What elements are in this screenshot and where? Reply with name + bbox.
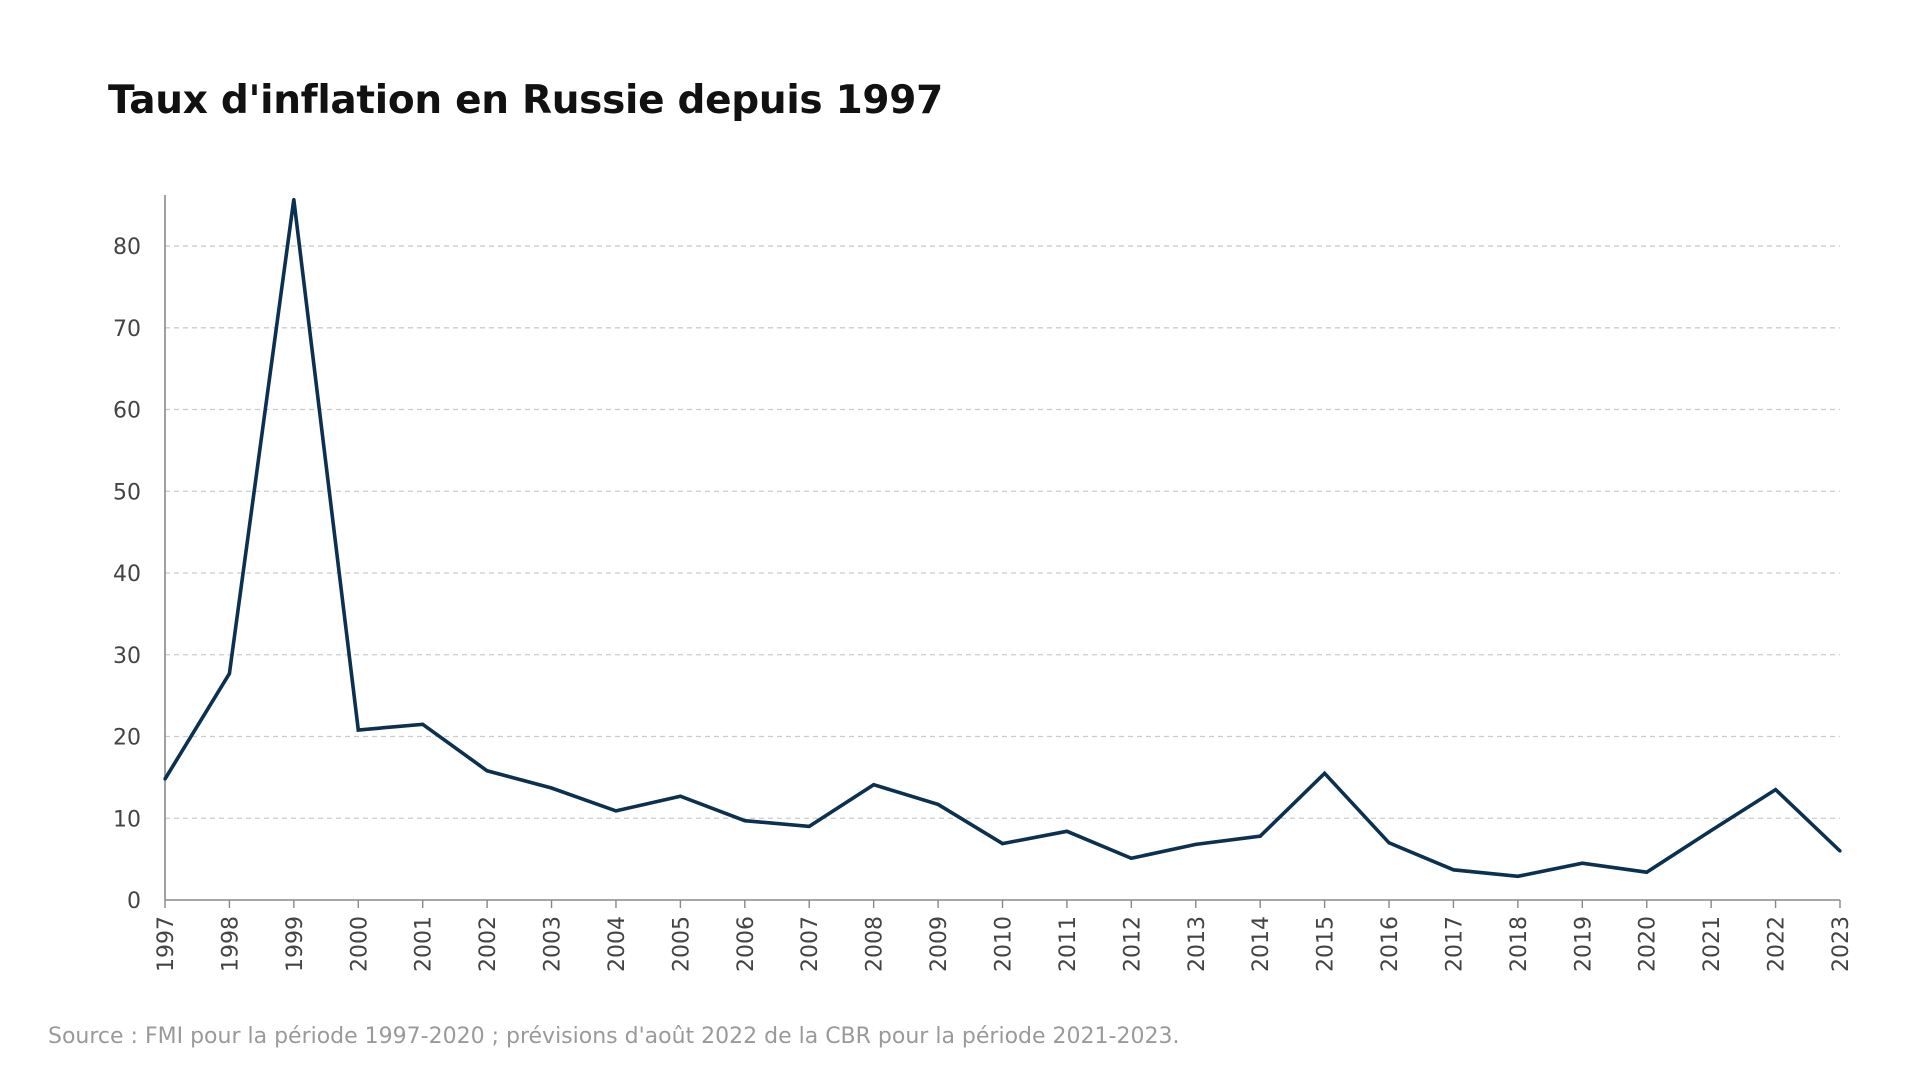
x-tick-label: 2020 bbox=[1636, 916, 1661, 972]
data-point bbox=[1258, 834, 1262, 838]
data-point bbox=[1451, 868, 1456, 872]
axes bbox=[164, 195, 1841, 908]
data-point bbox=[807, 824, 811, 829]
x-tick-label: 2018 bbox=[1507, 916, 1532, 972]
data-point bbox=[743, 819, 747, 823]
series bbox=[163, 197, 1842, 879]
y-tick-label: 70 bbox=[113, 317, 141, 342]
data-point bbox=[356, 728, 360, 732]
data-point bbox=[1129, 856, 1133, 860]
y-tick-label: 30 bbox=[113, 644, 141, 669]
data-point bbox=[549, 786, 554, 790]
data-point bbox=[1645, 870, 1649, 874]
y-tick-label: 80 bbox=[113, 235, 141, 260]
data-point bbox=[1709, 828, 1713, 833]
y-tick-labels: 0 10 20 30 40 50 60 70 80 bbox=[113, 235, 141, 914]
x-tick-label: 2003 bbox=[541, 916, 566, 972]
x-tick-label: 2004 bbox=[605, 916, 630, 972]
x-tick-label: 2002 bbox=[476, 916, 501, 972]
y-tick-label: 0 bbox=[127, 889, 141, 914]
data-point bbox=[936, 802, 940, 806]
data-point bbox=[1323, 771, 1327, 775]
data-point bbox=[1580, 861, 1584, 865]
data-point bbox=[614, 809, 618, 813]
x-tick-label: 2013 bbox=[1185, 916, 1210, 972]
data-point bbox=[421, 722, 425, 726]
x-tick-label: 2019 bbox=[1571, 916, 1596, 972]
data-point bbox=[227, 671, 232, 676]
data-point bbox=[1516, 874, 1520, 878]
x-tick-label: 2010 bbox=[992, 916, 1017, 972]
x-tick-label: 1998 bbox=[218, 916, 243, 972]
x-tick-label: 2000 bbox=[347, 916, 372, 972]
x-tick-label: 2001 bbox=[412, 916, 437, 972]
x-tick-label: 2015 bbox=[1314, 916, 1339, 972]
y-tick-label: 50 bbox=[113, 480, 141, 505]
data-point bbox=[485, 769, 489, 773]
x-tick-label: 2022 bbox=[1765, 916, 1790, 972]
chart-source: Source : FMI pour la période 1997-2020 ;… bbox=[48, 1024, 1180, 1049]
data-point bbox=[872, 783, 876, 787]
x-tick-label: 2008 bbox=[863, 916, 888, 972]
x-tick-label: 2007 bbox=[798, 916, 823, 972]
y-tick-label: 60 bbox=[113, 399, 141, 424]
data-point bbox=[292, 197, 296, 202]
grid-lines bbox=[165, 245, 1840, 819]
data-point bbox=[1838, 849, 1842, 853]
x-tick-label: 2016 bbox=[1378, 916, 1403, 972]
series-line bbox=[163, 199, 1842, 879]
x-tick-label: 2017 bbox=[1442, 916, 1467, 972]
x-tick-label: 2009 bbox=[927, 916, 952, 972]
data-point bbox=[163, 777, 167, 781]
x-tick-label: 1999 bbox=[283, 916, 308, 972]
y-tick-label: 40 bbox=[113, 562, 141, 587]
x-tick-label: 1997 bbox=[154, 916, 179, 972]
x-tick-label: 2012 bbox=[1120, 916, 1145, 972]
x-tick-label: 2023 bbox=[1829, 916, 1854, 972]
y-tick-label: 20 bbox=[113, 726, 141, 751]
data-point bbox=[1773, 788, 1778, 792]
data-point bbox=[1000, 841, 1005, 846]
data-point bbox=[1194, 842, 1198, 847]
chart-title: Taux d'inflation en Russie depuis 1997 bbox=[108, 78, 943, 123]
x-tick-label: 2011 bbox=[1056, 916, 1081, 972]
data-point bbox=[678, 794, 682, 798]
data-point bbox=[1387, 841, 1391, 845]
x-tick-label: 2021 bbox=[1700, 916, 1725, 972]
data-point bbox=[1065, 829, 1069, 833]
x-tick-label: 2005 bbox=[669, 916, 694, 972]
x-tick-labels: 1997 1998 1999 2000 2001 2002 2003 2004 2005 2006… bbox=[154, 916, 1854, 972]
x-tick-label: 2014 bbox=[1249, 916, 1274, 972]
y-tick-label: 10 bbox=[113, 807, 141, 832]
x-tick-label: 2006 bbox=[734, 916, 759, 972]
